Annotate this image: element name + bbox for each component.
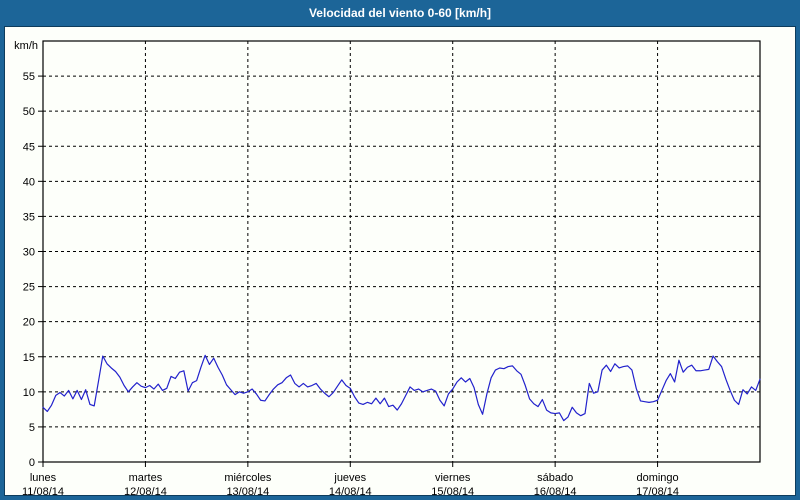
svg-text:45: 45	[23, 141, 35, 153]
x-axis-date-label: 11/08/14	[22, 486, 64, 495]
svg-text:5: 5	[29, 422, 35, 434]
svg-text:50: 50	[23, 106, 35, 118]
x-axis-date-label: 16/08/14	[534, 486, 577, 495]
svg-text:10: 10	[23, 387, 35, 399]
x-axis-date-label: 14/08/14	[329, 486, 372, 495]
x-axis-day-label: viernes	[435, 472, 471, 484]
wind-speed-chart: 0 5 10 15 20 25 30 35 40 45 50 55 km/h lunes 11/08/14 m…	[14, 40, 761, 495]
x-axis-day-label: domingo	[636, 472, 678, 484]
svg-text:20: 20	[23, 317, 35, 329]
x-axis-date-label: 15/08/14	[431, 486, 474, 495]
svg-text:25: 25	[23, 282, 35, 294]
window-title: Velocidad del viento 0-60 [km/h]	[308, 6, 492, 20]
x-axis-day-label: lunes	[30, 472, 57, 484]
plot-border	[42, 40, 761, 463]
svg-text:55: 55	[23, 71, 35, 83]
svg-text:30: 30	[23, 247, 35, 259]
x-axis-day-label: jueves	[333, 472, 366, 484]
wind-speed-series-line	[42, 354, 761, 422]
x-axis-date-label: 17/08/14	[636, 486, 679, 495]
svg-text:15: 15	[23, 352, 35, 364]
axis-labels: 0 5 10 15 20 25 30 35 40 45 50 55 km/h lunes 11/08/14 m…	[14, 40, 679, 495]
x-axis-date-label: 13/08/14	[226, 486, 269, 495]
gridlines	[43, 41, 760, 462]
svg-text:0: 0	[29, 457, 35, 469]
title-bar: Velocidad del viento 0-60 [km/h]	[0, 0, 800, 26]
y-axis-unit-label: km/h	[14, 40, 38, 52]
x-axis-date-label: 12/08/14	[124, 486, 167, 495]
x-axis-day-label: miércoles	[224, 472, 272, 484]
axes	[38, 40, 761, 467]
chart-area: 0 5 10 15 20 25 30 35 40 45 50 55 km/h lunes 11/08/14 m…	[4, 26, 796, 496]
x-axis-day-label: sábado	[537, 472, 573, 484]
x-axis-day-label: martes	[129, 472, 163, 484]
svg-text:40: 40	[23, 176, 35, 188]
svg-text:35: 35	[23, 211, 35, 223]
